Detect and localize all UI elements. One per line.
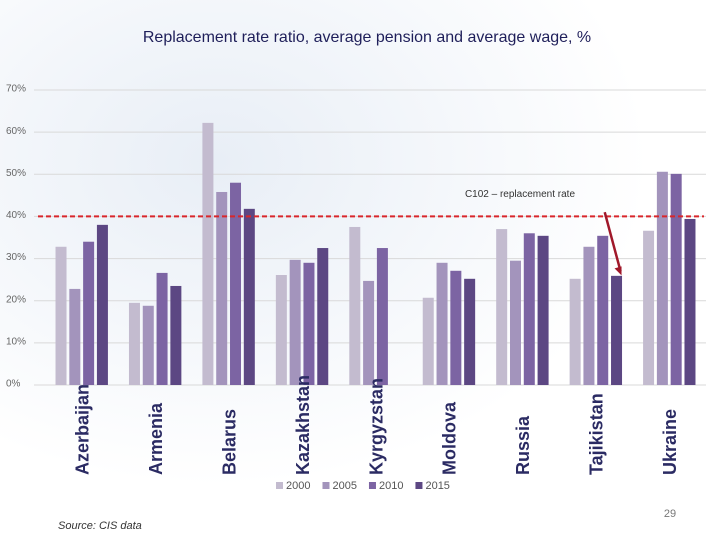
bar xyxy=(643,230,655,385)
bar xyxy=(670,173,682,385)
bar xyxy=(55,246,67,385)
y-tick-label: 10% xyxy=(6,336,26,347)
x-tick-label: Tajikistan xyxy=(587,393,607,475)
bar xyxy=(509,260,521,385)
bar xyxy=(216,191,228,385)
source-note: Source: CIS data xyxy=(58,520,142,532)
y-tick-label: 30% xyxy=(6,252,26,263)
bar xyxy=(289,259,301,385)
page-number: 29 xyxy=(664,508,676,520)
x-tick-label: Azerbaijan xyxy=(72,384,92,475)
y-tick-label: 0% xyxy=(6,379,21,390)
bar xyxy=(303,262,315,385)
bar xyxy=(243,208,255,385)
legend-swatch xyxy=(322,482,330,489)
x-tick-label: Belarus xyxy=(219,409,239,475)
bar xyxy=(83,241,95,385)
reference-label: C102 – replacement rate xyxy=(465,189,576,200)
bar xyxy=(69,288,81,385)
bar xyxy=(611,275,623,385)
bar xyxy=(537,235,549,385)
bar xyxy=(496,229,508,385)
annotation-arrow xyxy=(603,211,622,272)
bar xyxy=(156,272,168,385)
legend-swatch xyxy=(415,482,423,489)
x-tick-label: Moldova xyxy=(440,401,460,475)
legend-label: 2000 xyxy=(286,480,310,492)
legend-swatch xyxy=(276,482,283,489)
bar xyxy=(464,278,476,385)
bar xyxy=(349,226,361,385)
x-tick-label: Kyrgyzstan xyxy=(366,378,386,475)
bar xyxy=(583,246,595,385)
bar xyxy=(142,305,154,385)
bar xyxy=(363,280,375,385)
bar xyxy=(684,218,696,385)
bar xyxy=(230,182,242,385)
legend-label: 2015 xyxy=(425,480,449,492)
y-tick-label: 60% xyxy=(6,126,26,137)
bar xyxy=(317,248,329,385)
bar xyxy=(597,235,609,385)
x-tick-label: Kazakhstan xyxy=(293,375,313,475)
chart-title: Replacement rate ratio, average pension … xyxy=(143,29,591,46)
legend-label: 2010 xyxy=(379,480,403,492)
bar xyxy=(170,285,182,385)
x-tick-label: Ukraine xyxy=(660,409,680,475)
y-tick-label: 40% xyxy=(6,210,26,221)
bar xyxy=(376,248,388,385)
bar xyxy=(96,224,108,385)
bar xyxy=(128,302,140,385)
y-tick-label: 20% xyxy=(6,294,26,305)
bar xyxy=(656,171,668,385)
bar xyxy=(202,122,214,385)
bar xyxy=(450,270,462,385)
y-tick-label: 70% xyxy=(6,84,26,95)
annotation-arrowhead xyxy=(614,266,622,276)
legend-swatch xyxy=(368,482,376,489)
x-tick-label: Armenia xyxy=(146,402,166,475)
bar xyxy=(523,233,535,385)
legend-label: 2005 xyxy=(332,480,356,492)
bar xyxy=(275,275,287,385)
bar xyxy=(422,297,434,385)
bar xyxy=(436,262,448,385)
y-tick-label: 50% xyxy=(6,168,26,179)
x-tick-label: Russia xyxy=(513,415,533,475)
bar xyxy=(569,278,581,385)
